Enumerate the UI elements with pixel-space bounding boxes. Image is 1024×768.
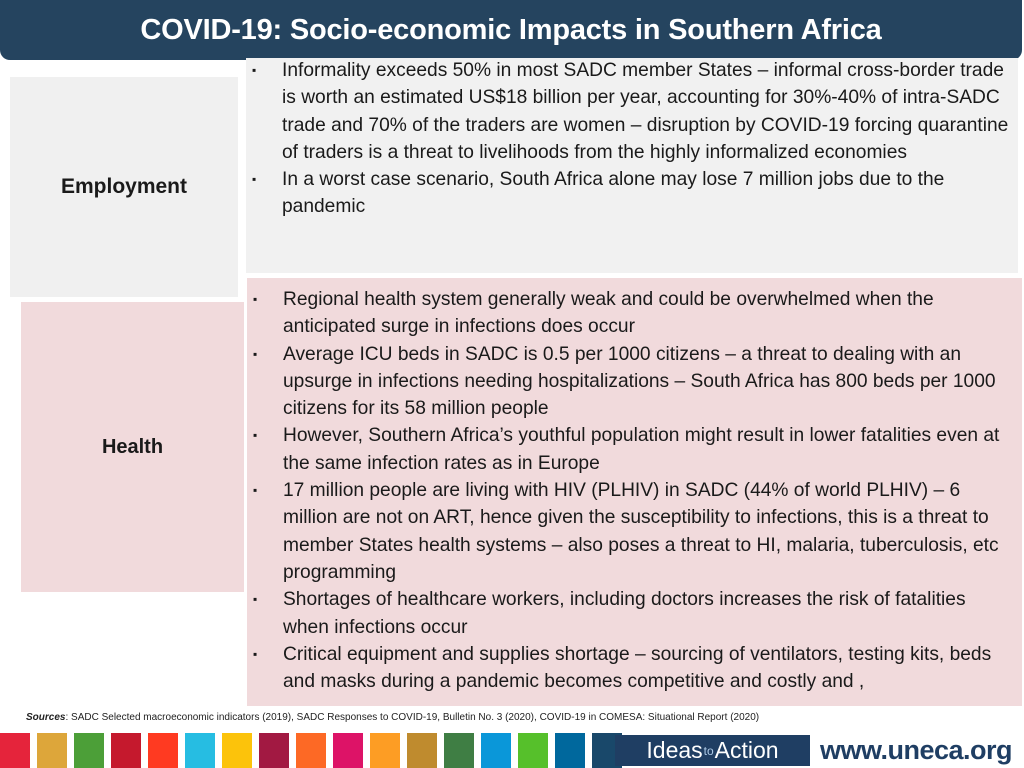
health-content: ▪ Regional health system generally weak a… (247, 278, 1022, 706)
sdg-color-block (555, 733, 585, 768)
health-bullet: ▪ Regional health system generally weak a… (247, 286, 1014, 341)
sdg-color-block (222, 733, 252, 768)
to-text: to (703, 743, 714, 758)
employment-label: Employment (60, 175, 188, 198)
sources-note: Sources: SADC Selected macroeconomic ind… (26, 712, 759, 723)
bullet-icon: ▪ (253, 483, 258, 498)
sdg-color-block (259, 733, 289, 768)
website-url: www.uneca.org (820, 735, 1013, 765)
health-bullet: ▪ However, Southern Africa’s youthful pop… (247, 422, 1014, 477)
employment-content: ▪ Informality exceeds 50% in most SADC me… (246, 58, 1018, 273)
bullet-icon: ▪ (253, 346, 258, 361)
employment-bullet-list: ▪ Informality exceeds 50% in most SADC me… (246, 57, 1018, 221)
sdg-color-strip (0, 733, 629, 768)
sdg-color-block (481, 733, 511, 768)
sdg-color-block (185, 733, 215, 768)
health-bullet: ▪ Critical equipment and supplies shortag… (247, 641, 1014, 696)
health-bullet: ▪ Average ICU beds in SADC is 0.5 per 100… (247, 341, 1014, 423)
ideas-text: Ideas (646, 737, 703, 763)
sdg-color-block (444, 733, 474, 768)
bullet-icon: ▪ (253, 292, 258, 306)
sdg-color-block (407, 733, 437, 768)
health-bullet: ▪ Shortages of healthcare workers, includ… (247, 586, 1014, 641)
sdg-color-block (111, 733, 141, 768)
footer: Ideas to Action www.uneca.org (0, 733, 1024, 768)
health-bullet: ▪ 17 million people are living with HIV (… (247, 477, 1014, 586)
employment-bullet: ▪ Informality exceeds 50% in most SADC me… (246, 57, 1010, 166)
ideas-to-action-logo: Ideas to Action (615, 735, 810, 766)
sdg-color-block (0, 733, 30, 768)
sdg-color-block (333, 733, 363, 768)
health-bullet-list: ▪ Regional health system generally weak a… (247, 278, 1022, 695)
sdg-color-block (74, 733, 104, 768)
employment-bullet: ▪ In a worst case scenario, South Africa … (246, 166, 1010, 221)
bullet-icon: ▪ (253, 428, 258, 443)
bullet-icon: ▪ (252, 63, 257, 77)
employment-label-box: Employment (10, 77, 238, 297)
page-title: COVID-19: Socio-economic Impacts in Sout… (140, 13, 882, 46)
sdg-color-block (37, 733, 67, 768)
action-text: Action (714, 737, 779, 763)
sdg-color-block (518, 733, 548, 768)
bullet-icon: ▪ (253, 592, 258, 607)
bullet-icon: ▪ (252, 172, 257, 187)
sdg-color-block (148, 733, 178, 768)
sources-text: : SADC Selected macroeconomic indicators… (65, 712, 760, 723)
title-bar: COVID-19: Socio-economic Impacts in Sout… (0, 0, 1022, 60)
health-label: Health (101, 435, 164, 458)
sdg-color-block (296, 733, 326, 768)
bullet-icon: ▪ (253, 646, 258, 661)
health-label-box: Health (21, 302, 244, 592)
sources-label: Sources (26, 712, 66, 723)
sdg-color-block (370, 733, 400, 768)
